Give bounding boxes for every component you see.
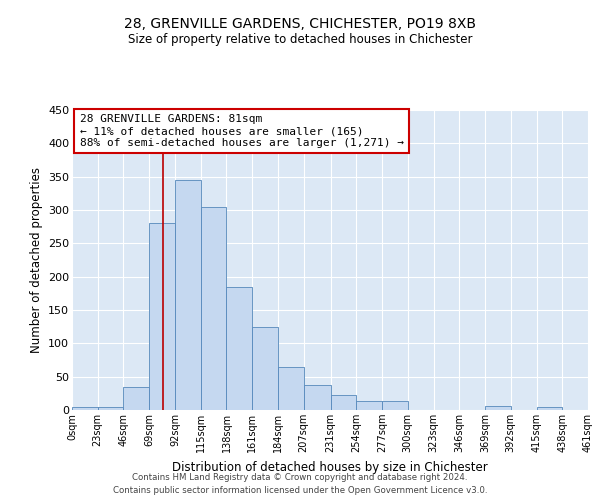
Bar: [175, 180, 201, 410]
Bar: [98, 406, 124, 410]
Bar: [72, 406, 98, 410]
Bar: [252, 326, 278, 410]
Bar: [536, 406, 562, 410]
Bar: [149, 224, 175, 410]
Text: Contains HM Land Registry data © Crown copyright and database right 2024.: Contains HM Land Registry data © Crown c…: [132, 472, 468, 482]
Bar: [201, 206, 226, 410]
Bar: [278, 366, 304, 410]
Text: Size of property relative to detached houses in Chichester: Size of property relative to detached ho…: [128, 32, 472, 46]
Bar: [331, 396, 356, 410]
Bar: [226, 286, 252, 410]
Bar: [356, 400, 382, 410]
Text: Contains public sector information licensed under the Open Government Licence v3: Contains public sector information licen…: [113, 486, 487, 495]
Bar: [304, 384, 331, 410]
Text: 28 GRENVILLE GARDENS: 81sqm
← 11% of detached houses are smaller (165)
88% of se: 28 GRENVILLE GARDENS: 81sqm ← 11% of det…: [80, 114, 404, 148]
Text: 28, GRENVILLE GARDENS, CHICHESTER, PO19 8XB: 28, GRENVILLE GARDENS, CHICHESTER, PO19 …: [124, 18, 476, 32]
X-axis label: Distribution of detached houses by size in Chichester: Distribution of detached houses by size …: [172, 460, 488, 473]
Bar: [382, 400, 408, 410]
Bar: [124, 386, 149, 410]
Y-axis label: Number of detached properties: Number of detached properties: [29, 167, 43, 353]
Bar: [485, 406, 511, 410]
